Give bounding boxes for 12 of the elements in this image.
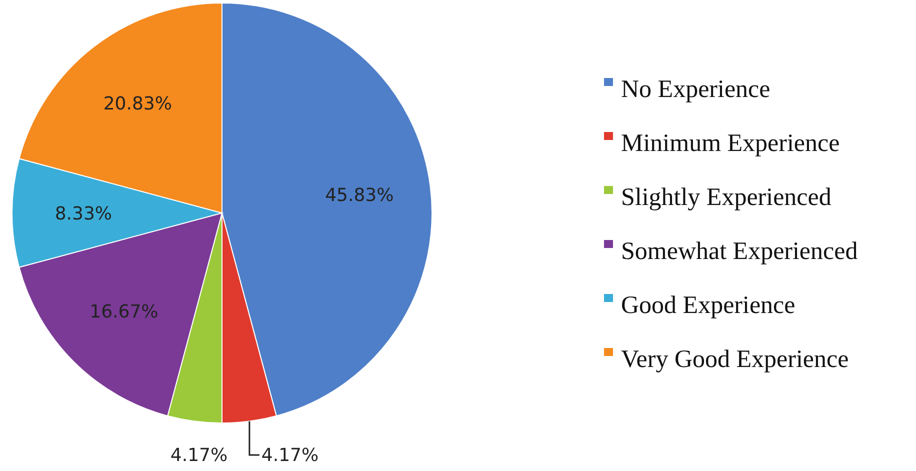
legend-label: Very Good Experience [621,346,849,373]
legend-label: No Experience [621,76,770,103]
data-label: 4.17% [170,445,228,466]
data-label: 4.17% [261,445,319,466]
data-label: 45.83% [325,185,394,206]
legend-label: Good Experience [621,292,796,319]
data-label: 8.33% [54,203,112,224]
legend-label: Somewhat Experienced [621,238,858,265]
data-label: 16.67% [90,301,158,322]
data-label: 20.83% [103,93,172,114]
legend-label: Minimum Experience [621,130,840,157]
legend-label: Slightly Experienced [621,184,832,211]
